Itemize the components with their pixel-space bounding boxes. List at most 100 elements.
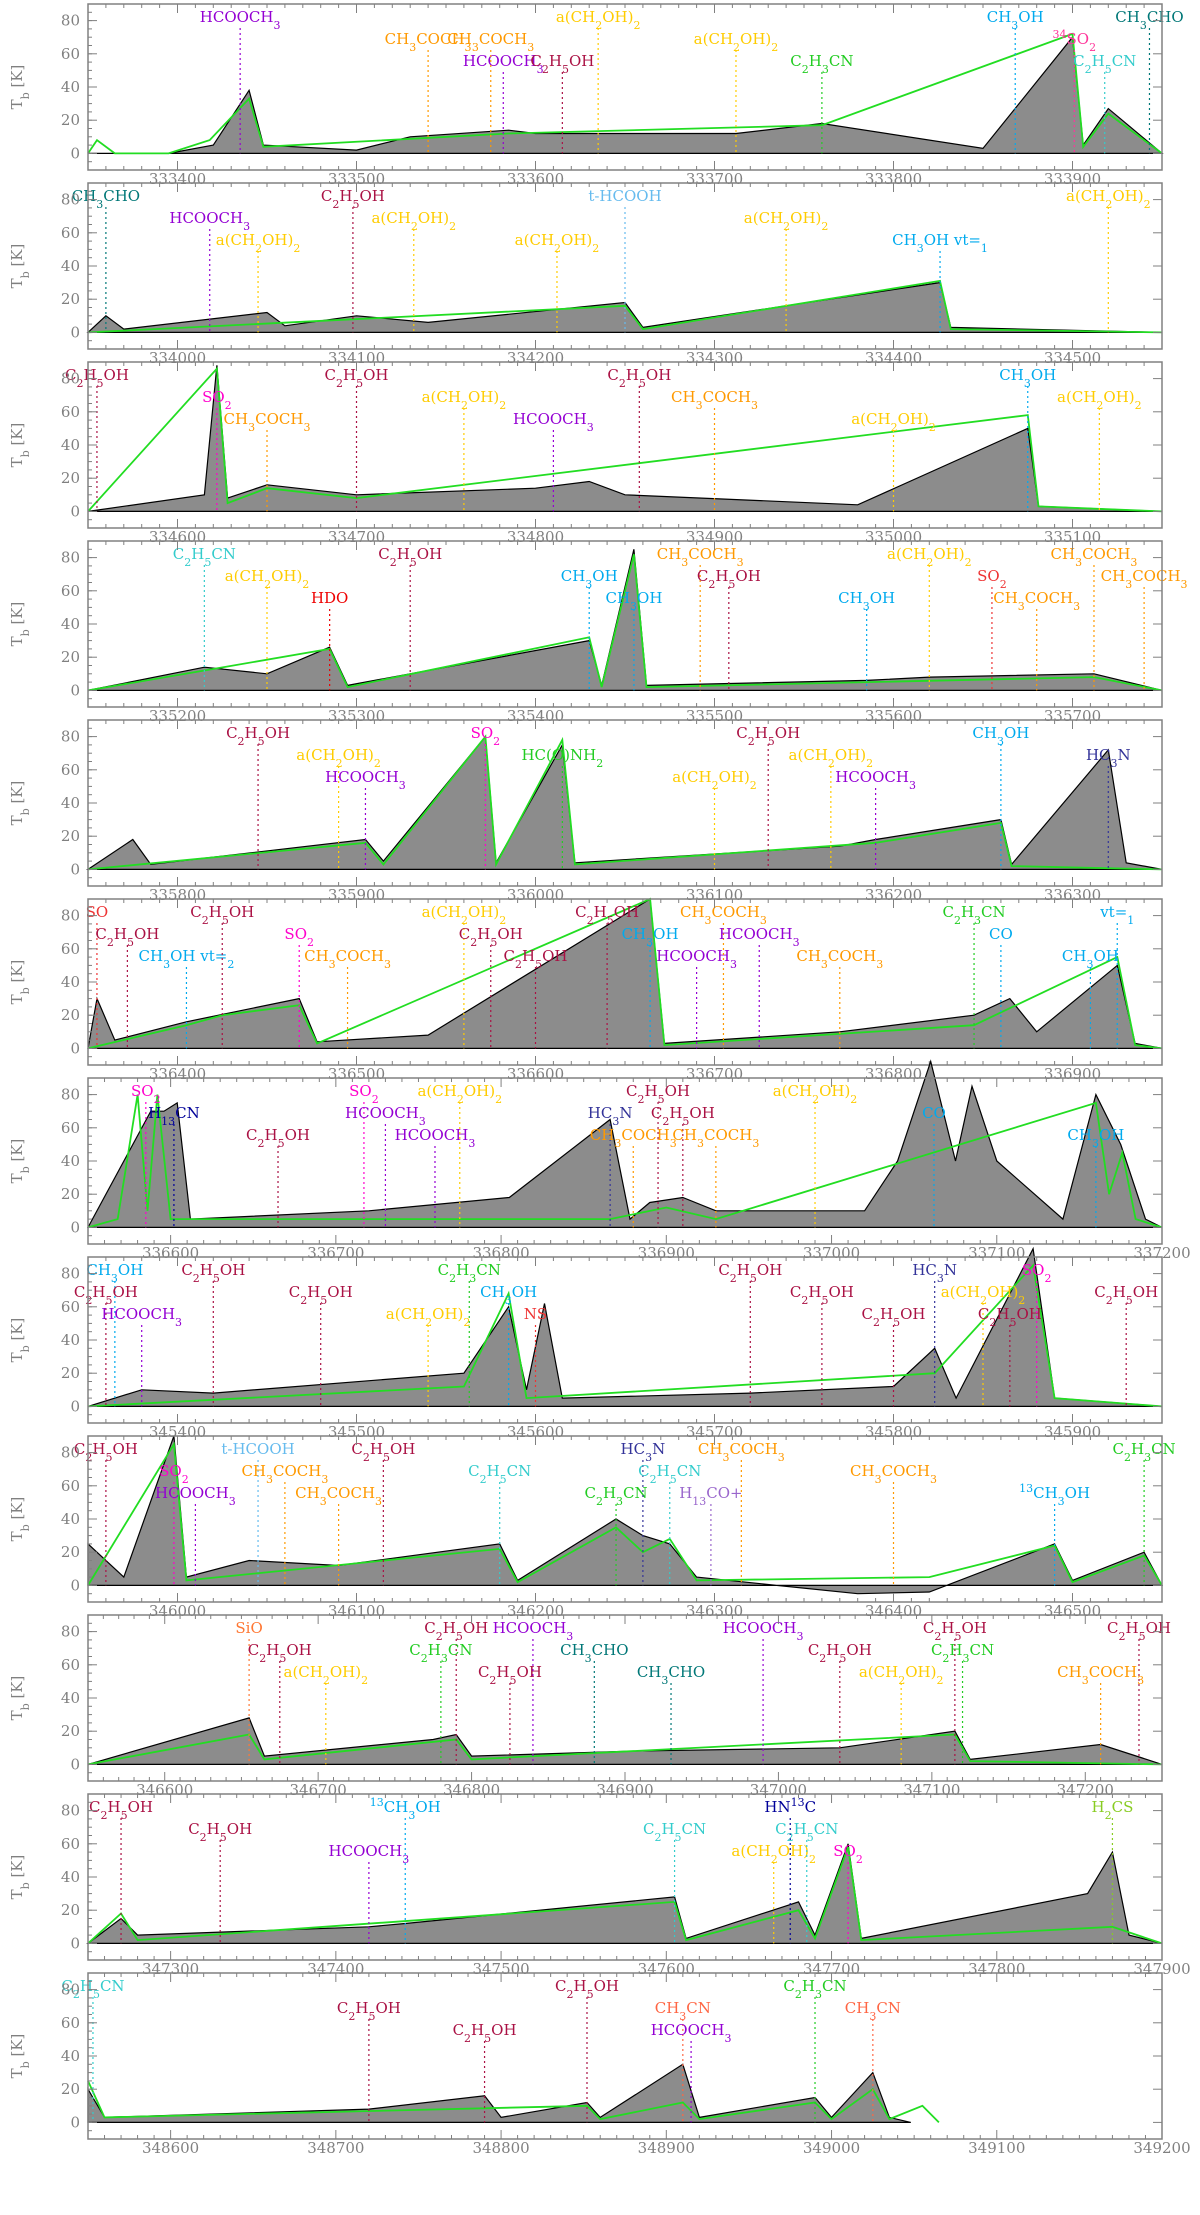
y-tick-label: 0 [70,144,80,162]
line-id-label: CH3OH [987,8,1044,32]
line-id-label: C2H5OH [459,925,523,949]
line-id-label: C2H5OH [626,1082,690,1106]
line-id-label: C2H3CN [783,1977,846,2001]
y-tick-label: 0 [70,502,80,520]
x-tick-label: 346900 [596,1781,653,1799]
y-axis-label: Tb [K] [8,602,32,647]
line-id-label: CH3COCH3 [1051,545,1138,569]
model-spectrum [87,32,1163,155]
x-tick-label: 349000 [803,2139,860,2157]
line-id-label: a(CH2OH)2 [731,1842,816,1866]
line-id-label: C2H5OH [378,545,442,569]
y-axis-label: Tb [K] [8,1139,32,1184]
model-spectrum [87,1441,1163,1586]
y-tick-label: 40 [61,257,80,275]
y-tick-label: 80 [61,12,80,30]
line-id-label: a(CH2OH)2 [789,746,874,770]
line-id-label: HCOOCH3 [155,1484,236,1508]
line-id-label: C2H5OH [89,1798,153,1822]
line-id-label: C2H5OH [923,1619,987,1643]
line-id-label: HCOOCH3 [493,1619,574,1643]
line-id-label: CH3COCH3 [671,388,758,412]
line-id-label: SO2 [1022,1261,1052,1285]
spectrum-panel: SiOC2H5OHa(CH2OH)2C2H5OHC2H3CNC2H5OHHCOO… [8,1614,1171,1799]
spectrum-panel: C2H5OHC2H5OHHCOOCH313CH3OHC2H5CNa(CH2OH)… [8,1793,1191,1978]
line-id-label: H13CO+ [679,1484,742,1508]
y-tick-label: 40 [61,1689,80,1707]
spectrum-panel: SO2H13CNC2H5OHSO2HCOOCH3HCOOCH3a(CH2OH)2… [8,1059,1191,1262]
spectrum-panel: C2H5CNC2H5OHC2H5OHC2H5OHCH3CNHCOOCH3C2H3… [8,1972,1191,2157]
y-tick-label: 0 [70,1039,80,1057]
line-id-label: CH3OH vt=2 [139,947,235,971]
model-spectrum [87,1846,1163,1945]
model-spectrum [87,1094,1163,1229]
line-id-label: a(CH2OH)2 [694,30,779,54]
y-tick-label: 20 [61,469,80,487]
line-id-label: a(CH2OH)2 [1057,388,1142,412]
line-id-label: CH3OH [86,1261,143,1285]
y-tick-label: 20 [61,1006,80,1024]
y-tick-label: 20 [61,648,80,666]
line-id-label: CH3OH [561,567,618,591]
line-id-label: C2H5CN [173,545,236,569]
line-id-label: CH3OH [838,589,895,613]
line-id-label: C2H5OH [978,1305,1042,1329]
line-id-label: a(CH2OH)2 [422,903,507,927]
line-id-label: HCOOCH3 [723,1619,804,1643]
line-id-label: HC(O)NH2 [521,746,603,770]
x-tick-label: 346300 [686,1602,743,1620]
observed-spectrum [87,1246,1163,1407]
x-tick-label: 336600 [507,1065,564,1083]
x-tick-label: 346100 [328,1602,385,1620]
line-id-label: C2H5OH [478,1663,542,1687]
y-axis-label: Tb [K] [8,1318,32,1363]
observed-spectrum [87,1435,1164,1595]
line-id-label: C2H3CN [790,52,853,76]
line-id-label: HC3N [912,1261,957,1285]
line-id-label: C2H5OH [190,903,254,927]
y-tick-label: 20 [61,1364,80,1382]
model-spectrum [87,366,1163,513]
line-id-label: SO2 [159,1462,189,1486]
line-id-label: C2H5OH [736,724,800,748]
y-tick-label: 20 [61,2080,80,2098]
line-id-label: CO [922,1104,946,1122]
line-id-label: C2H5OH [188,1820,252,1844]
line-id-label: CH3OH [972,724,1029,748]
spectrum-panel: C2H5CNa(CH2OH)2HDOC2H5OHCH3OHCH3OHCH3COC… [8,540,1188,725]
x-tick-label: 336900 [1044,1065,1101,1083]
line-id-label: HCOOCH3 [200,8,281,32]
x-tick-label: 349100 [968,2139,1025,2157]
line-id-label: CH3CHO [637,1663,705,1687]
line-id-label: a(CH2OH)2 [851,410,936,434]
line-id-label: CH3OH [1067,1126,1124,1150]
y-axis-label: Tb [K] [8,423,32,468]
y-tick-label: 40 [61,973,80,991]
line-id-label: a(CH2OH)2 [216,231,301,255]
line-id-label: C2H5OH [74,1440,138,1464]
line-id-label: C2H5CN [1073,52,1136,76]
line-id-label: C2H3CN [409,1641,472,1665]
line-id-label: HCOOCH3 [513,410,594,434]
line-id-label: HCOOCH3 [101,1305,182,1329]
line-id-label: CH3COCH3 [447,30,534,54]
line-id-label: SO2 [131,1082,161,1106]
y-tick-label: 20 [61,111,80,129]
x-tick-label: 346000 [149,1602,206,1620]
y-tick-label: 60 [61,940,80,958]
y-tick-label: 60 [61,1298,80,1316]
spectrum-panel: C2H5OHSO2HCOOCH3t-HCOOHCH3COCH3CH3COCH3C… [8,1435,1176,1620]
line-id-label: C2H5OH [1094,1283,1158,1307]
y-tick-label: 60 [61,45,80,63]
x-tick-label: 346400 [865,1602,922,1620]
line-id-label: CH3OH [605,589,662,613]
line-id-label: HCOOCH3 [345,1104,426,1128]
line-id-label: HCOOCH3 [835,768,916,792]
line-id-label: CH3COCH3 [850,1462,937,1486]
x-tick-label: 336500 [328,1065,385,1083]
spectrum-panel: C2H5OHa(CH2OH)2HCOOCH3SO2HC(O)NH2a(CH2OH… [8,719,1163,904]
line-id-label: CH3OH [999,366,1056,390]
line-id-label: CH3COCH3 [590,1126,677,1150]
line-id-label: CH3COCH3 [680,903,767,927]
